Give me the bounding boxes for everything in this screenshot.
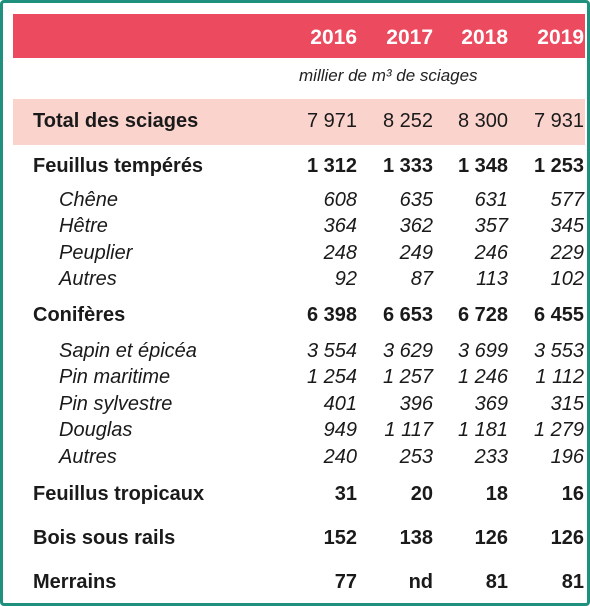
value-2019: 196: [550, 446, 584, 468]
row-autres-coniferes: Autres 240 253 233 196: [13, 446, 585, 476]
row-label: Feuillus tempérés: [33, 155, 204, 177]
row-merrains: Merrains 77 nd 81 81: [13, 571, 585, 601]
value-2018: 113: [476, 268, 508, 290]
value-2019: 126: [550, 527, 584, 549]
value-2016: 401: [323, 393, 357, 415]
value-2017: 138: [399, 527, 433, 549]
sawnwood-table: 2016 2017 2018 2019 millier de m³ de sci…: [13, 14, 585, 602]
value-2018: 81: [485, 571, 508, 593]
row-feuillus-tropicaux: Feuillus tropicaux 31 20 18 16: [13, 483, 585, 513]
value-2016: 1 312: [306, 155, 357, 177]
row-label: Pin maritime: [59, 366, 171, 388]
row-bois-sous-rails: Bois sous rails 152 138 126 126: [13, 527, 585, 557]
row-label: Sapin et épicéa: [59, 340, 197, 362]
value-2016: 3 554: [306, 340, 357, 362]
value-2017: 249: [399, 242, 433, 264]
value-2016: 1 254: [306, 366, 357, 388]
value-2019: 7 931: [533, 110, 584, 132]
value-2017: 20: [410, 483, 433, 505]
value-2017: 3 629: [382, 340, 433, 362]
value-2016: 77: [334, 571, 357, 593]
value-2017: 396: [399, 393, 433, 415]
value-2016: 152: [323, 527, 357, 549]
row-label: Autres: [59, 268, 117, 290]
row-label: Autres: [59, 446, 117, 468]
row-peuplier: Peuplier 248 249 246 229: [13, 242, 585, 272]
row-hetre: Hêtre 364 362 357 345: [13, 215, 585, 245]
value-2018: 233: [474, 446, 508, 468]
value-2017: 8 252: [382, 110, 433, 132]
value-2016: 608: [323, 189, 357, 211]
value-2019: 16: [561, 483, 584, 505]
value-2018: 1 181: [457, 419, 508, 441]
value-2016: 31: [334, 483, 357, 505]
value-2017: 253: [399, 446, 433, 468]
value-2018: 6 728: [457, 304, 508, 326]
row-label: Conifères: [33, 304, 126, 326]
unit-caption: millier de m³ de sciages: [299, 66, 478, 85]
value-2017: 635: [399, 189, 433, 211]
row-feuillus-temperes: Feuillus tempérés 1 312 1 333 1 348 1 25…: [13, 155, 585, 185]
row-pin-maritime: Pin maritime 1 254 1 257 1 246 1 112: [13, 366, 585, 396]
value-2017: 87: [410, 268, 433, 290]
row-coniferes: Conifères 6 398 6 653 6 728 6 455: [13, 304, 585, 334]
value-2019: 102: [550, 268, 584, 290]
row-label: Douglas: [59, 419, 133, 441]
row-label: Bois sous rails: [33, 527, 176, 549]
value-2019: 229: [550, 242, 584, 264]
row-sapin-et-epicea: Sapin et épicéa 3 554 3 629 3 699 3 553: [13, 340, 585, 370]
year-2019: 2019: [537, 26, 584, 49]
value-2017: 1 117: [384, 419, 433, 441]
value-2018: 3 699: [457, 340, 508, 362]
value-2016: 6 398: [306, 304, 357, 326]
year-header: 2016 2017 2018 2019: [13, 14, 585, 58]
row-autres-feuillus: Autres 92 87 113 102: [13, 268, 585, 298]
row-douglas: Douglas 949 1 117 1 181 1 279: [13, 419, 585, 449]
row-label: Chêne: [59, 189, 118, 211]
row-label: Hêtre: [59, 215, 108, 237]
value-2016: 364: [323, 215, 357, 237]
value-2017: 1 257: [382, 366, 433, 388]
row-label: Pin sylvestre: [59, 393, 173, 415]
value-2018: 8 300: [457, 110, 508, 132]
value-2018: 126: [474, 527, 508, 549]
value-2019: 3 553: [533, 340, 584, 362]
value-2019: 345: [550, 215, 584, 237]
value-2016: 92: [334, 268, 357, 290]
value-2017: 1 333: [382, 155, 433, 177]
row-label: Feuillus tropicaux: [33, 483, 205, 505]
value-2019: 315: [550, 393, 584, 415]
row-label: Peuplier: [59, 242, 133, 264]
year-2017: 2017: [386, 26, 433, 49]
value-2016: 240: [323, 446, 357, 468]
value-2017: 6 653: [382, 304, 433, 326]
value-2018: 1 246: [457, 366, 508, 388]
value-2018: 631: [474, 189, 508, 211]
year-2018: 2018: [461, 26, 508, 49]
row-chene: Chêne 608 635 631 577: [13, 189, 585, 219]
value-2016: 248: [323, 242, 357, 264]
value-2019: 81: [561, 571, 584, 593]
value-2019: 1 253: [533, 155, 584, 177]
value-2016: 7 971: [306, 110, 357, 132]
value-2019: 1 279: [533, 419, 584, 441]
value-2018: 1 348: [457, 155, 508, 177]
value-2016: 949: [323, 419, 357, 441]
value-2017: 362: [399, 215, 433, 237]
value-2019: 1 112: [535, 366, 584, 388]
value-2019: 6 455: [533, 304, 584, 326]
value-2018: 246: [474, 242, 508, 264]
row-label: Merrains: [33, 571, 117, 593]
value-2018: 369: [474, 393, 508, 415]
value-2018: 357: [474, 215, 508, 237]
value-2018: 18: [485, 483, 508, 505]
row-label: Total des sciages: [33, 110, 199, 132]
total-highlight: [13, 99, 585, 145]
row-total-des-sciages: Total des sciages 7 971 8 252 8 300 7 93…: [13, 110, 585, 140]
year-2016: 2016: [310, 26, 357, 49]
row-pin-sylvestre: Pin sylvestre 401 396 369 315: [13, 393, 585, 423]
value-2017: nd: [408, 571, 433, 593]
value-2019: 577: [550, 189, 584, 211]
